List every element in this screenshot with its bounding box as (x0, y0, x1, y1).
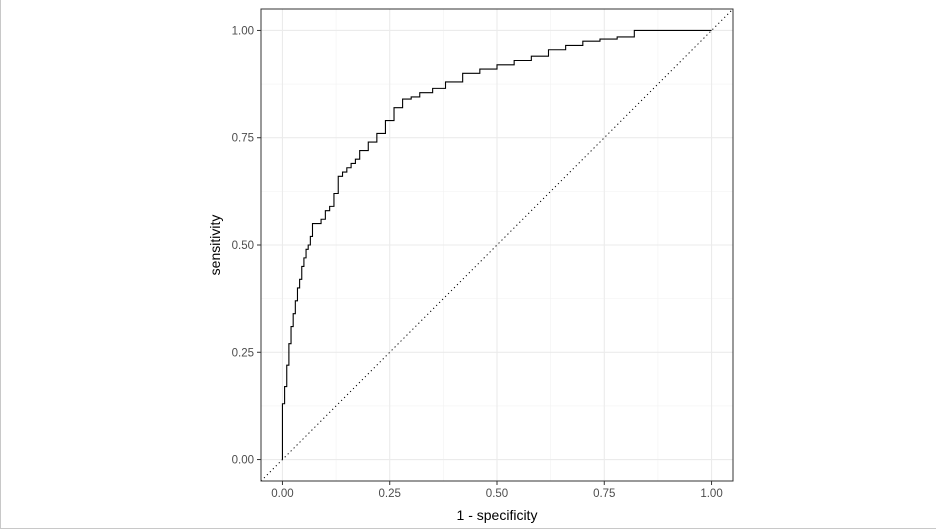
x-axis-tick-labels: 0.00 0.25 0.50 0.75 1.00 (271, 488, 722, 500)
x-tick-label: 0.50 (486, 488, 508, 500)
y-tick-label: 0.00 (232, 455, 254, 467)
y-axis-tick-labels: 0.00 0.25 0.50 0.75 1.00 (232, 25, 254, 466)
x-tick-label: 0.25 (379, 488, 401, 500)
x-tick-label: 1.00 (700, 488, 722, 500)
x-axis-ticks (281, 481, 713, 485)
y-axis-ticks (257, 29, 261, 461)
y-axis-title: sensitivity (207, 215, 223, 276)
y-tick-label: 0.25 (232, 347, 254, 359)
y-tick-label: 1.00 (232, 25, 254, 37)
series-layer (281, 29, 712, 460)
roc-curve-line (281, 29, 712, 460)
x-axis-title: 1 - specificity (457, 507, 538, 523)
x-tick-label: 0.75 (593, 488, 615, 500)
y-tick-label: 0.75 (232, 133, 254, 145)
x-tick-label: 0.00 (271, 488, 293, 500)
y-tick-label: 0.50 (232, 240, 254, 252)
